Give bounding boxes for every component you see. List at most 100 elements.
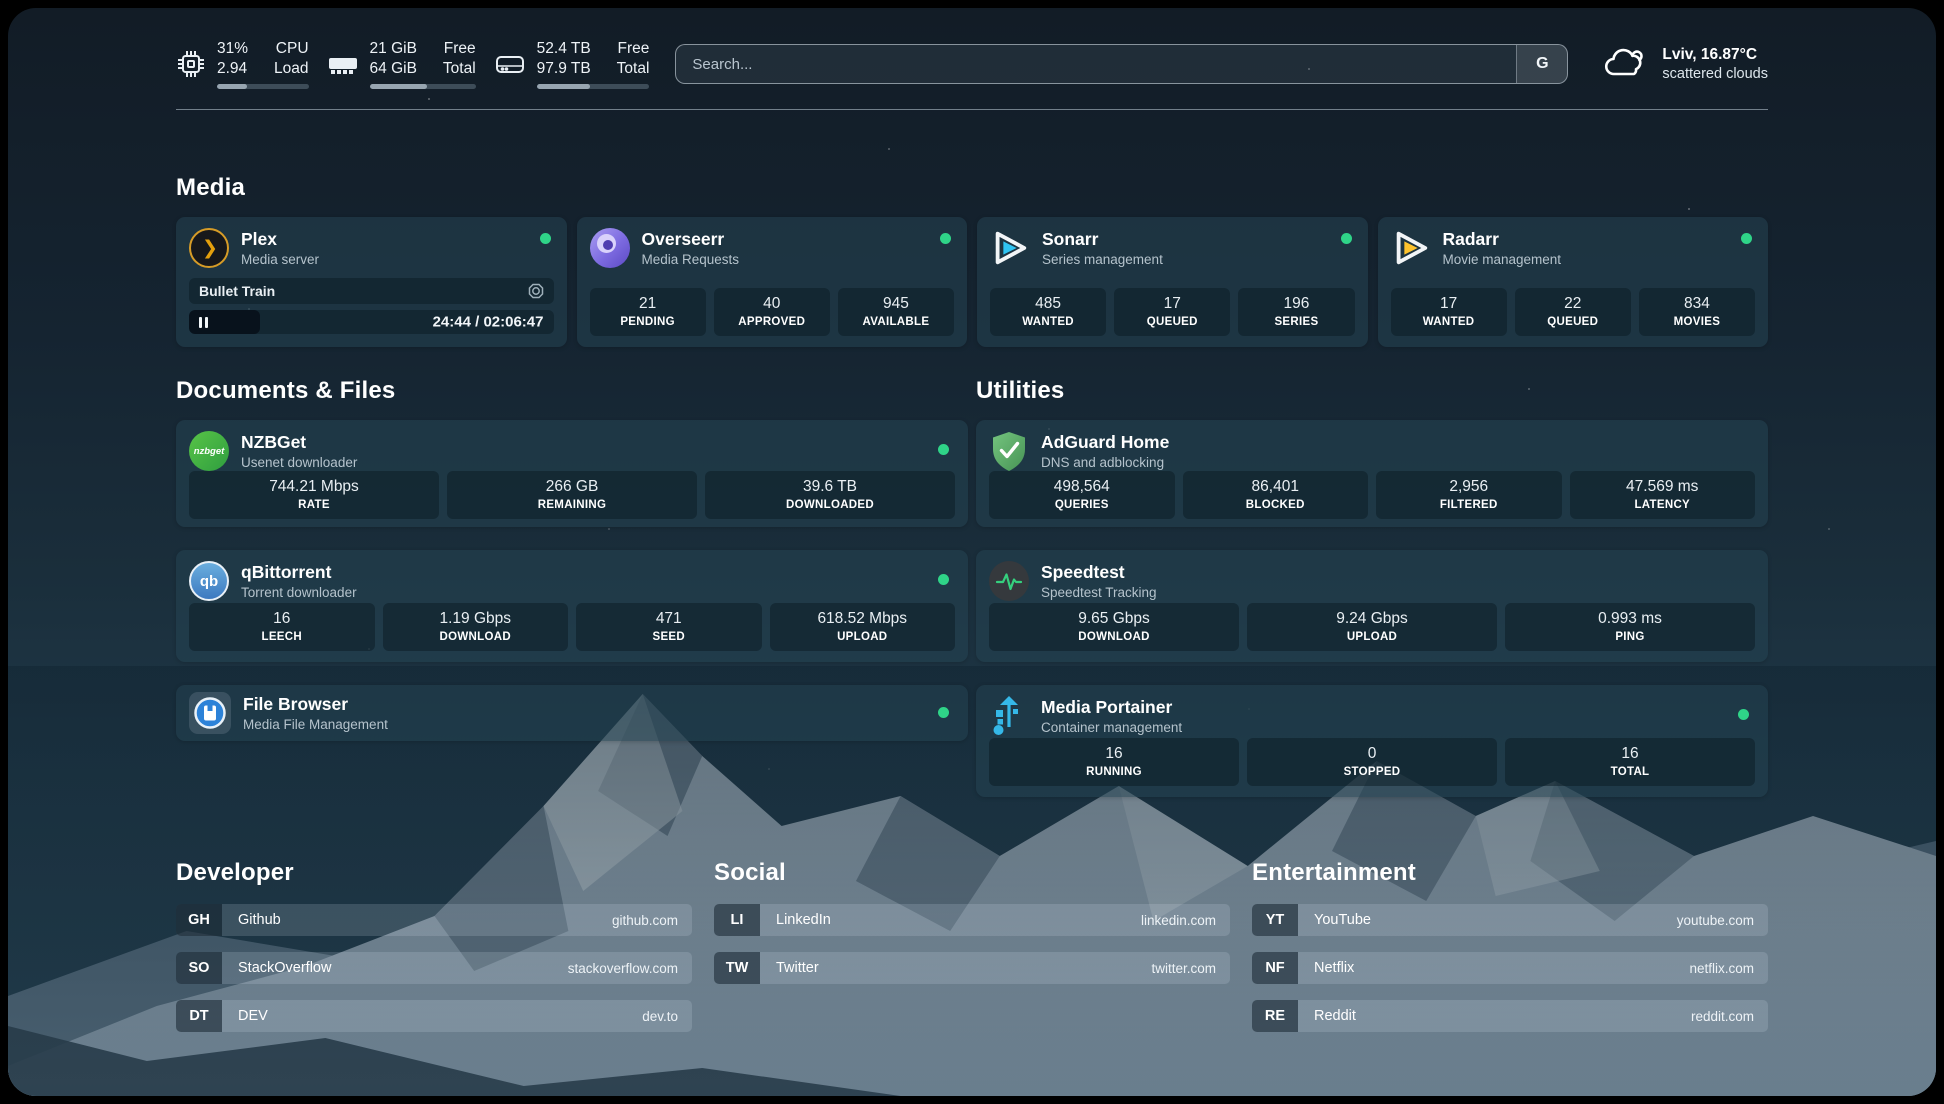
search-provider-label: G (1536, 55, 1549, 72)
stat-block: 744.21 Mbps RATE (189, 471, 439, 519)
cpu-widget: 31% 2.94 CPU Load (176, 39, 309, 90)
section-title-entertainment: Entertainment (1252, 859, 1416, 886)
service-title: AdGuard Home (1041, 432, 1170, 452)
service-card-filebrowser[interactable]: File Browser Media File Management (176, 685, 968, 741)
radarr-icon (1391, 228, 1431, 268)
bookmark-name: StackOverflow (238, 960, 332, 976)
service-card-radarr[interactable]: Radarr Movie management 17 WANTED 22 QUEUE… (1377, 217, 1768, 347)
disk-total-value: 97.9 TB (536, 60, 591, 77)
service-title: Sonarr (1042, 229, 1099, 249)
section-title-social: Social (714, 859, 786, 886)
media-card-grid: ❯ Plex Media server Bullet Train (176, 217, 1768, 347)
service-subtitle: DNS and adblocking (1041, 455, 1165, 470)
service-card-sonarr[interactable]: Sonarr Series management 485 WANTED 17 QUE… (977, 217, 1368, 347)
stat-block: 22 QUEUED (1514, 288, 1631, 336)
stat-block: 834 MOVIES (1638, 288, 1756, 336)
bookmark-name: LinkedIn (776, 912, 831, 928)
status-dot (938, 574, 949, 585)
bookmark-linkedin[interactable]: LI LinkedIn linkedin.com (714, 904, 1230, 936)
bookmark-abbr: RE (1252, 1000, 1298, 1032)
memory-progress-fill (369, 84, 427, 90)
stat-block: 47.569 ms LATENCY (1569, 471, 1755, 519)
service-subtitle: Speedtest Tracking (1041, 585, 1157, 600)
bookmark-abbr: LI (714, 904, 760, 936)
service-subtitle: Container management (1041, 720, 1183, 735)
speedtest-icon (989, 561, 1029, 601)
overseerr-icon (589, 228, 630, 268)
bookmark-name: DEV (238, 1008, 268, 1024)
resource-widgets: 31% 2.94 CPU Load (176, 39, 650, 90)
service-subtitle: Media Requests (641, 252, 740, 267)
service-card-adguard[interactable]: AdGuard Home DNS and adblocking 498,564 Q… (976, 420, 1768, 527)
status-dot (1738, 709, 1749, 720)
status-dot (940, 233, 951, 244)
service-subtitle: Series management (1042, 252, 1163, 267)
memory-free-value: 21 GiB (369, 39, 417, 57)
qbittorrent-icon: qb (189, 561, 229, 601)
bookmark-stackoverflow[interactable]: SO StackOverflow stackoverflow.com (176, 952, 692, 984)
bookmark-url: linkedin.com (1140, 912, 1216, 928)
stat-block: 1.19 Gbps DOWNLOAD (382, 603, 568, 651)
cpu-load-value: 2.94 (217, 60, 248, 77)
service-card-nzbget[interactable]: nzbget NZBGet Usenet downloader 744.21 M… (176, 420, 968, 527)
weather-condition: scattered clouds (1662, 66, 1768, 82)
disk-widget: 52.4 TB 97.9 TB Free Total (494, 39, 650, 90)
bookmark-twitter[interactable]: TW Twitter twitter.com (714, 952, 1230, 984)
stat-block: 945 AVAILABLE (837, 288, 955, 336)
cpu-usage-value: 31% (217, 39, 249, 57)
bookmark-url: youtube.com (1676, 912, 1754, 928)
adguard-icon (989, 431, 1029, 471)
bookmark-github[interactable]: GH Github github.com (176, 904, 692, 936)
status-dot (938, 444, 949, 455)
now-playing-title: Bullet Train (199, 283, 276, 299)
stat-block: 9.24 Gbps UPLOAD (1247, 603, 1497, 651)
bookmark-url: netflix.com (1689, 960, 1754, 976)
bookmark-youtube[interactable]: YT YouTube youtube.com (1252, 904, 1768, 936)
bookmark-abbr: GH (176, 904, 222, 936)
bookmark-name: YouTube (1314, 912, 1371, 928)
section-title-utilities: Utilities (976, 377, 1065, 404)
cpu-progress-fill (217, 84, 248, 90)
service-card-qbittorrent[interactable]: qb qBittorrent Torrent downloader 16 LEEC… (176, 550, 968, 662)
weather-widget: Lviv, 16.87°C scattered clouds (1602, 43, 1768, 86)
bookmark-reddit[interactable]: RE Reddit reddit.com (1252, 1000, 1768, 1032)
stat-block: 16 LEECH (189, 603, 375, 651)
bookmark-netflix[interactable]: NF Netflix netflix.com (1252, 952, 1768, 984)
bookmark-dev[interactable]: DT DEV dev.to (176, 1000, 692, 1032)
service-card-portainer[interactable]: Media Portainer Container management 16 R… (976, 685, 1768, 797)
bookmark-name: Github (238, 912, 281, 928)
memory-total-value: 64 GiB (369, 60, 417, 77)
search-input[interactable] (676, 45, 1517, 83)
service-stats: 16 RUNNING 0 STOPPED 16 TOTAL (989, 738, 1755, 786)
dashboard-screen: 31% 2.94 CPU Load (8, 8, 1936, 1096)
service-card-overseerr[interactable]: Overseerr Media Requests 21 PENDING 40 APP… (576, 217, 967, 347)
bookmark-url: dev.to (642, 1008, 678, 1024)
search-provider-button[interactable]: G (1516, 45, 1568, 83)
portainer-icon (989, 696, 1029, 736)
bookmark-url: stackoverflow.com (567, 960, 678, 976)
service-stats: 9.65 Gbps DOWNLOAD 9.24 Gbps UPLOAD 0.993 … (989, 603, 1755, 651)
service-title: File Browser (243, 694, 349, 714)
service-subtitle: Media server (241, 252, 320, 267)
service-subtitle: Usenet downloader (241, 455, 358, 470)
service-stats: 744.21 Mbps RATE 266 GB REMAINING 39.6 TB D… (189, 471, 955, 519)
bookmarks-social: Social LI LinkedIn linkedin.com TW Twitt… (714, 859, 1230, 1032)
filebrowser-icon (189, 692, 231, 734)
service-subtitle: Torrent downloader (241, 585, 357, 600)
bookmark-url: github.com (611, 912, 678, 928)
stat-block: 266 GB REMAINING (447, 471, 697, 519)
status-dot (1741, 233, 1752, 244)
view-icon (528, 283, 543, 299)
now-playing-progress: 24:44 / 02:06:47 (189, 310, 554, 334)
disk-progress-bar (536, 84, 650, 90)
service-title: Media Portainer (1041, 697, 1173, 717)
stat-block: 39.6 TB DOWNLOADED (705, 471, 955, 519)
service-card-plex[interactable]: ❯ Plex Media server Bullet Train (176, 217, 567, 347)
cpu-icon (176, 49, 206, 79)
memory-icon (327, 49, 359, 79)
cpu-progress-bar (217, 84, 309, 90)
service-title: Overseerr (641, 229, 725, 249)
disk-total-label: Total (616, 60, 650, 77)
stat-block: 498,564 QUERIES (989, 471, 1175, 519)
service-card-speedtest[interactable]: Speedtest Speedtest Tracking 9.65 Gbps DO… (976, 550, 1768, 662)
